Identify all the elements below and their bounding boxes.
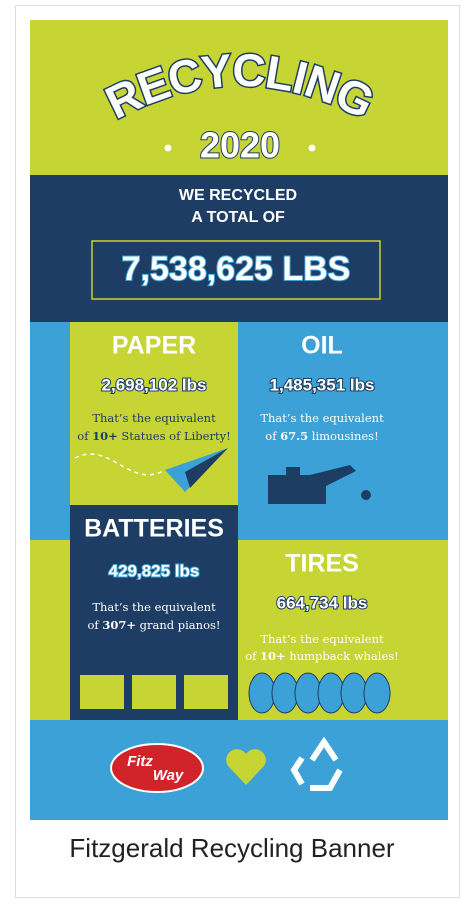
dot [165, 145, 172, 152]
logo-text: Fitz [127, 753, 153, 770]
section-amount: 1,485,351 lbs [270, 375, 375, 394]
section-amount: 664,734 lbs [277, 593, 368, 612]
oil-drop [361, 490, 371, 500]
tire [249, 673, 275, 713]
equivalent: That’s the equivalent [260, 411, 384, 425]
text: limousines! [308, 429, 379, 443]
tire [341, 673, 367, 713]
caption: Fitzgerald Recycling Banner [69, 833, 394, 863]
section-name: OIL [301, 332, 343, 360]
text: 307+ [102, 618, 136, 632]
section-amount: 429,825 lbs [109, 561, 200, 580]
battery-icons [80, 675, 228, 709]
tire [364, 673, 390, 713]
text: of [265, 429, 280, 443]
section-name: PAPER [112, 332, 196, 360]
page: RECYCLING 2020 WE RECYCLED A TOTAL OF 7,… [0, 0, 462, 902]
equivalent: That’s the equivalent [260, 632, 384, 646]
total-value: 7,538,625 LBS [122, 250, 351, 288]
year: 2020 [200, 125, 280, 166]
text: 67.5 [280, 429, 308, 443]
text: 10+ [92, 429, 118, 443]
logo-text: Way [153, 767, 184, 784]
total-line: WE RECYCLED [179, 187, 297, 204]
section-amount: 2,698,102 lbs [102, 375, 207, 394]
battery [184, 675, 228, 709]
dot [309, 145, 316, 152]
text: grand pianos! [136, 618, 221, 632]
text: of [245, 649, 260, 663]
text: humpback whales! [286, 649, 399, 663]
equivalent: of 10+ Statues of Liberty! [77, 429, 230, 443]
tire [318, 673, 344, 713]
section-name: BATTERIES [84, 515, 224, 543]
equivalent: That’s the equivalent [92, 600, 216, 614]
equivalent: of 10+ humpback whales! [245, 649, 399, 663]
text: of [77, 429, 92, 443]
battery [80, 675, 124, 709]
equivalent: That’s the equivalent [92, 411, 216, 425]
total-line: A TOTAL OF [191, 209, 285, 226]
equivalent: of 67.5 limousines! [265, 429, 378, 443]
tire [295, 673, 321, 713]
text: of [87, 618, 102, 632]
tire [272, 673, 298, 713]
equivalent: of 307+ grand pianos! [87, 618, 220, 632]
text: 10+ [260, 649, 286, 663]
section-name: TIRES [285, 550, 359, 578]
battery [132, 675, 176, 709]
text: Statues of Liberty! [118, 429, 231, 443]
